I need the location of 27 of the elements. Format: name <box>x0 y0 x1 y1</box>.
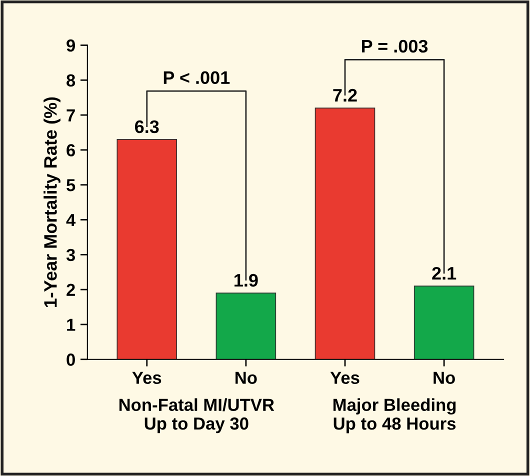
annotation: P = .003 <box>362 40 428 53</box>
bar <box>116 139 178 360</box>
x-tick-label: No <box>434 372 455 384</box>
bar <box>314 108 376 360</box>
y-tick-label: 8 <box>66 74 76 87</box>
bar <box>216 292 276 360</box>
text: Non-Fatal MI/UTVR Up to Day 30 <box>119 398 274 434</box>
x-tick-label: Yes <box>132 372 162 384</box>
bar <box>414 286 474 360</box>
data-label: 1.9 <box>234 274 258 287</box>
y-tick-label: 3 <box>66 248 76 262</box>
data-label: 6.3 <box>134 120 159 134</box>
annotation: P < .001 <box>164 71 230 84</box>
x-tick-label: No <box>236 372 257 384</box>
y-tick-label: 6 <box>66 144 76 156</box>
y-tick-label: 2 <box>66 284 75 296</box>
text: Major Bleeding Up to 48 Hours <box>333 398 456 434</box>
y-tick-label: 1 <box>67 318 76 331</box>
data-label: 7.2 <box>333 88 357 102</box>
y-axis-title: 1-Year Mortality Rate (%) <box>44 97 60 308</box>
y-tick-label: 5 <box>66 179 76 192</box>
y-tick-label: 7 <box>66 109 75 122</box>
y-tick-label: 9 <box>66 39 75 52</box>
y-tick-label: 0 <box>66 354 75 366</box>
x-tick-label: Yes <box>330 372 360 384</box>
data-label: 2.1 <box>432 266 456 280</box>
y-tick-label: 4 <box>66 214 76 226</box>
